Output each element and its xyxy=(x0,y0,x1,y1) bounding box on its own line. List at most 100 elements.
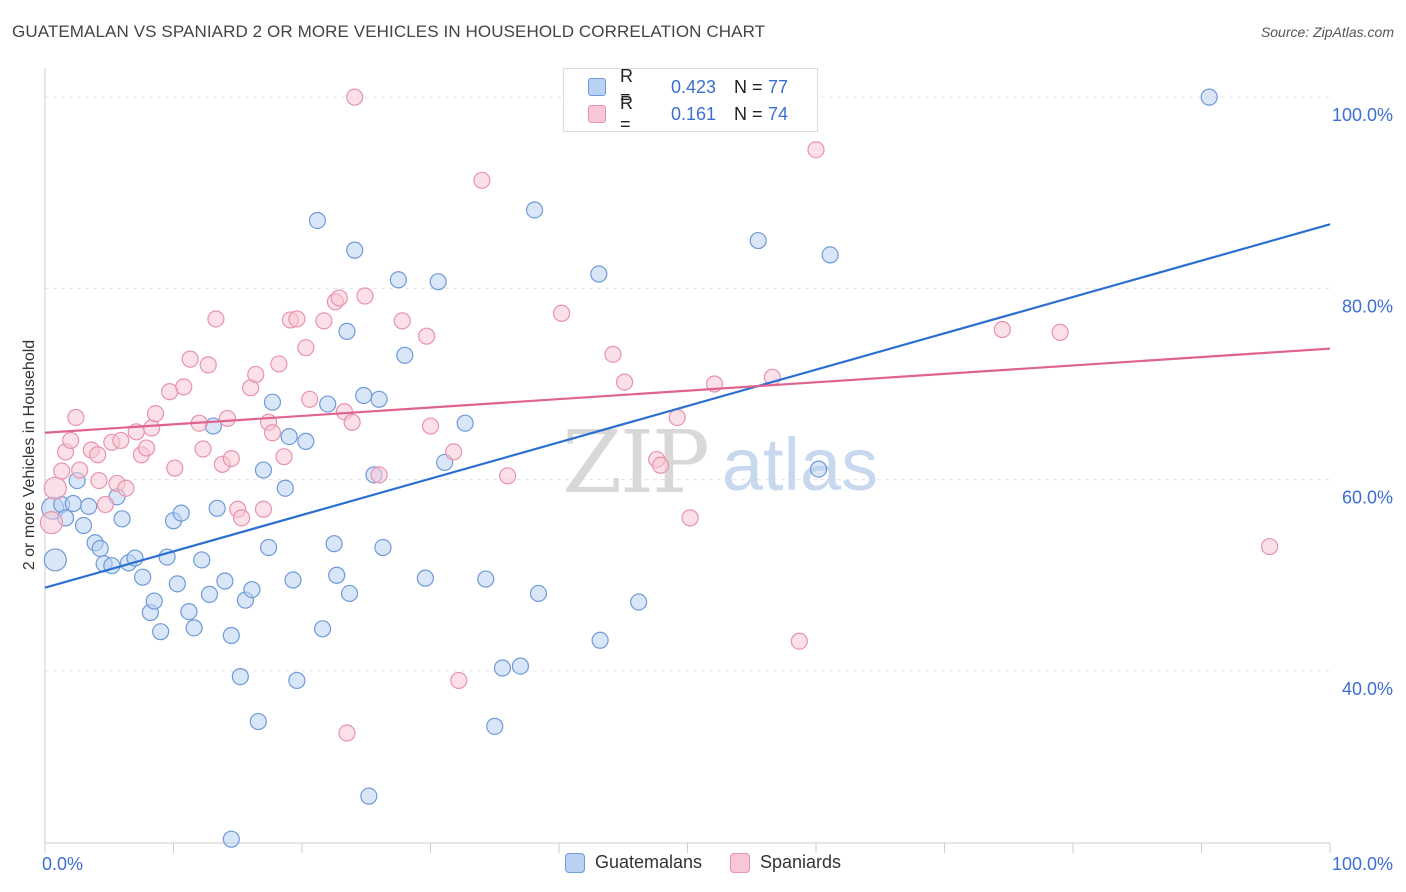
data-point xyxy=(615,373,634,391)
y-tick-label: 100.0% xyxy=(1332,105,1393,125)
data-point xyxy=(194,440,212,458)
data-point xyxy=(71,461,89,479)
data-point xyxy=(112,431,130,450)
data-point xyxy=(145,592,163,610)
data-point xyxy=(591,631,609,649)
r-value: 0.161 xyxy=(670,103,716,124)
data-point xyxy=(152,623,170,641)
data-point xyxy=(146,405,165,423)
data-point xyxy=(445,443,463,461)
data-point xyxy=(809,460,828,478)
data-point xyxy=(249,712,267,731)
data-point xyxy=(254,500,273,518)
r-label: R = xyxy=(620,66,633,107)
data-point xyxy=(604,345,622,363)
stats-row-guatemalans: R = 0.423 N = 77 xyxy=(588,66,789,107)
trendline-guatemalans xyxy=(44,223,1331,589)
data-point xyxy=(338,322,356,341)
guatemalans-swatch xyxy=(564,852,585,873)
data-point xyxy=(630,593,648,611)
data-point xyxy=(356,287,374,305)
data-point xyxy=(270,355,288,373)
data-point xyxy=(137,439,156,457)
data-point xyxy=(280,427,298,446)
data-point xyxy=(301,390,319,408)
data-point xyxy=(330,289,348,307)
data-point xyxy=(456,414,474,432)
data-point xyxy=(243,580,261,599)
legend-item-spaniards[interactable]: Spaniards xyxy=(730,852,841,873)
data-point xyxy=(218,409,237,428)
data-point xyxy=(276,479,294,497)
data-point xyxy=(208,499,226,517)
y-tick-label: 60.0% xyxy=(1342,488,1393,508)
data-point xyxy=(80,497,98,515)
guatemalans-points xyxy=(41,88,1218,848)
data-point xyxy=(263,393,282,411)
n-label: N = xyxy=(734,76,763,97)
data-point xyxy=(297,432,315,450)
data-point xyxy=(231,668,249,686)
legend-item-guatemalans[interactable]: Guatemalans xyxy=(564,852,702,873)
spaniards-swatch xyxy=(730,852,750,873)
data-point xyxy=(651,456,670,474)
data-point xyxy=(168,575,186,593)
data-point xyxy=(493,659,512,677)
data-point xyxy=(67,408,85,427)
data-point xyxy=(315,312,333,330)
guatemalans-swatch xyxy=(588,78,606,96)
data-point xyxy=(355,386,373,405)
data-point xyxy=(288,310,306,328)
n-value: 74 xyxy=(768,103,789,124)
data-point xyxy=(134,568,152,586)
data-point xyxy=(1261,537,1279,556)
data-point xyxy=(117,479,135,497)
data-point xyxy=(511,657,530,675)
data-point xyxy=(185,619,203,637)
data-point xyxy=(200,585,219,603)
data-point xyxy=(389,271,407,289)
tick-labels: 40.0% 60.0% 80.0% 100.0% 0.0% 100.0% xyxy=(42,105,1393,874)
data-point xyxy=(222,449,240,468)
data-point xyxy=(346,241,364,259)
data-point xyxy=(90,471,108,490)
data-point xyxy=(96,495,114,514)
data-point xyxy=(340,584,359,603)
data-point xyxy=(346,88,364,106)
data-point xyxy=(254,461,273,479)
data-point xyxy=(62,431,80,450)
data-point xyxy=(43,548,67,572)
data-point xyxy=(259,538,278,557)
data-point xyxy=(473,171,491,189)
data-point xyxy=(325,535,343,553)
legend-label: Spaniards xyxy=(760,852,842,872)
data-point xyxy=(222,626,240,645)
data-point xyxy=(207,310,225,328)
r-label: R = xyxy=(620,93,633,134)
data-point xyxy=(43,476,67,500)
data-point xyxy=(193,551,211,569)
data-point xyxy=(143,419,161,437)
data-point xyxy=(396,346,414,364)
data-point xyxy=(297,339,315,357)
data-point xyxy=(807,141,825,159)
data-point xyxy=(821,246,839,264)
data-point xyxy=(1200,88,1218,106)
data-point xyxy=(64,494,82,513)
n-value: 77 xyxy=(768,76,789,97)
data-point xyxy=(370,466,388,484)
chart-title: GUATEMALAN VS SPANIARD 2 OR MORE VEHICLE… xyxy=(12,22,766,41)
series-legend: Guatemalans Spaniards xyxy=(0,852,1406,873)
y-tick-label: 40.0% xyxy=(1342,679,1393,699)
data-point xyxy=(181,350,199,368)
trend-lines xyxy=(44,223,1331,589)
data-point xyxy=(313,620,332,638)
data-point xyxy=(1051,323,1069,341)
spaniards-points xyxy=(39,88,1279,742)
legend-label: Guatemalans xyxy=(594,852,702,872)
data-point xyxy=(91,539,109,558)
y-tick-label: 80.0% xyxy=(1342,296,1393,316)
x-tick-label: 0.0% xyxy=(42,854,83,874)
data-point xyxy=(370,390,388,408)
data-point xyxy=(175,378,193,396)
